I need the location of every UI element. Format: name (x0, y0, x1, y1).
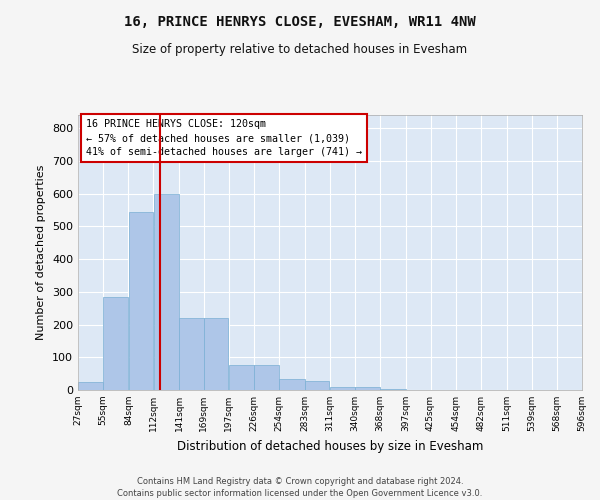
Bar (204, 318, 229, 390)
Bar (129, 212, 153, 390)
Bar (154, 194, 179, 390)
Bar (305, 381, 329, 390)
Text: Contains HM Land Registry data © Crown copyright and database right 2024.
Contai: Contains HM Land Registry data © Crown c… (118, 476, 482, 498)
Bar (279, 378, 305, 390)
Bar (103, 296, 128, 390)
Y-axis label: Number of detached properties: Number of detached properties (37, 165, 46, 340)
Bar (254, 365, 279, 390)
Bar (229, 365, 254, 390)
Text: 16 PRINCE HENRYS CLOSE: 120sqm
← 57% of detached houses are smaller (1,039)
41% : 16 PRINCE HENRYS CLOSE: 120sqm ← 57% of … (86, 119, 362, 157)
Text: 16, PRINCE HENRYS CLOSE, EVESHAM, WR11 4NW: 16, PRINCE HENRYS CLOSE, EVESHAM, WR11 4… (124, 15, 476, 29)
Bar (330, 386, 355, 390)
Bar (78, 382, 103, 390)
Bar (355, 388, 380, 390)
X-axis label: Distribution of detached houses by size in Evesham: Distribution of detached houses by size … (177, 440, 483, 452)
Bar (179, 318, 203, 390)
Text: Size of property relative to detached houses in Evesham: Size of property relative to detached ho… (133, 42, 467, 56)
